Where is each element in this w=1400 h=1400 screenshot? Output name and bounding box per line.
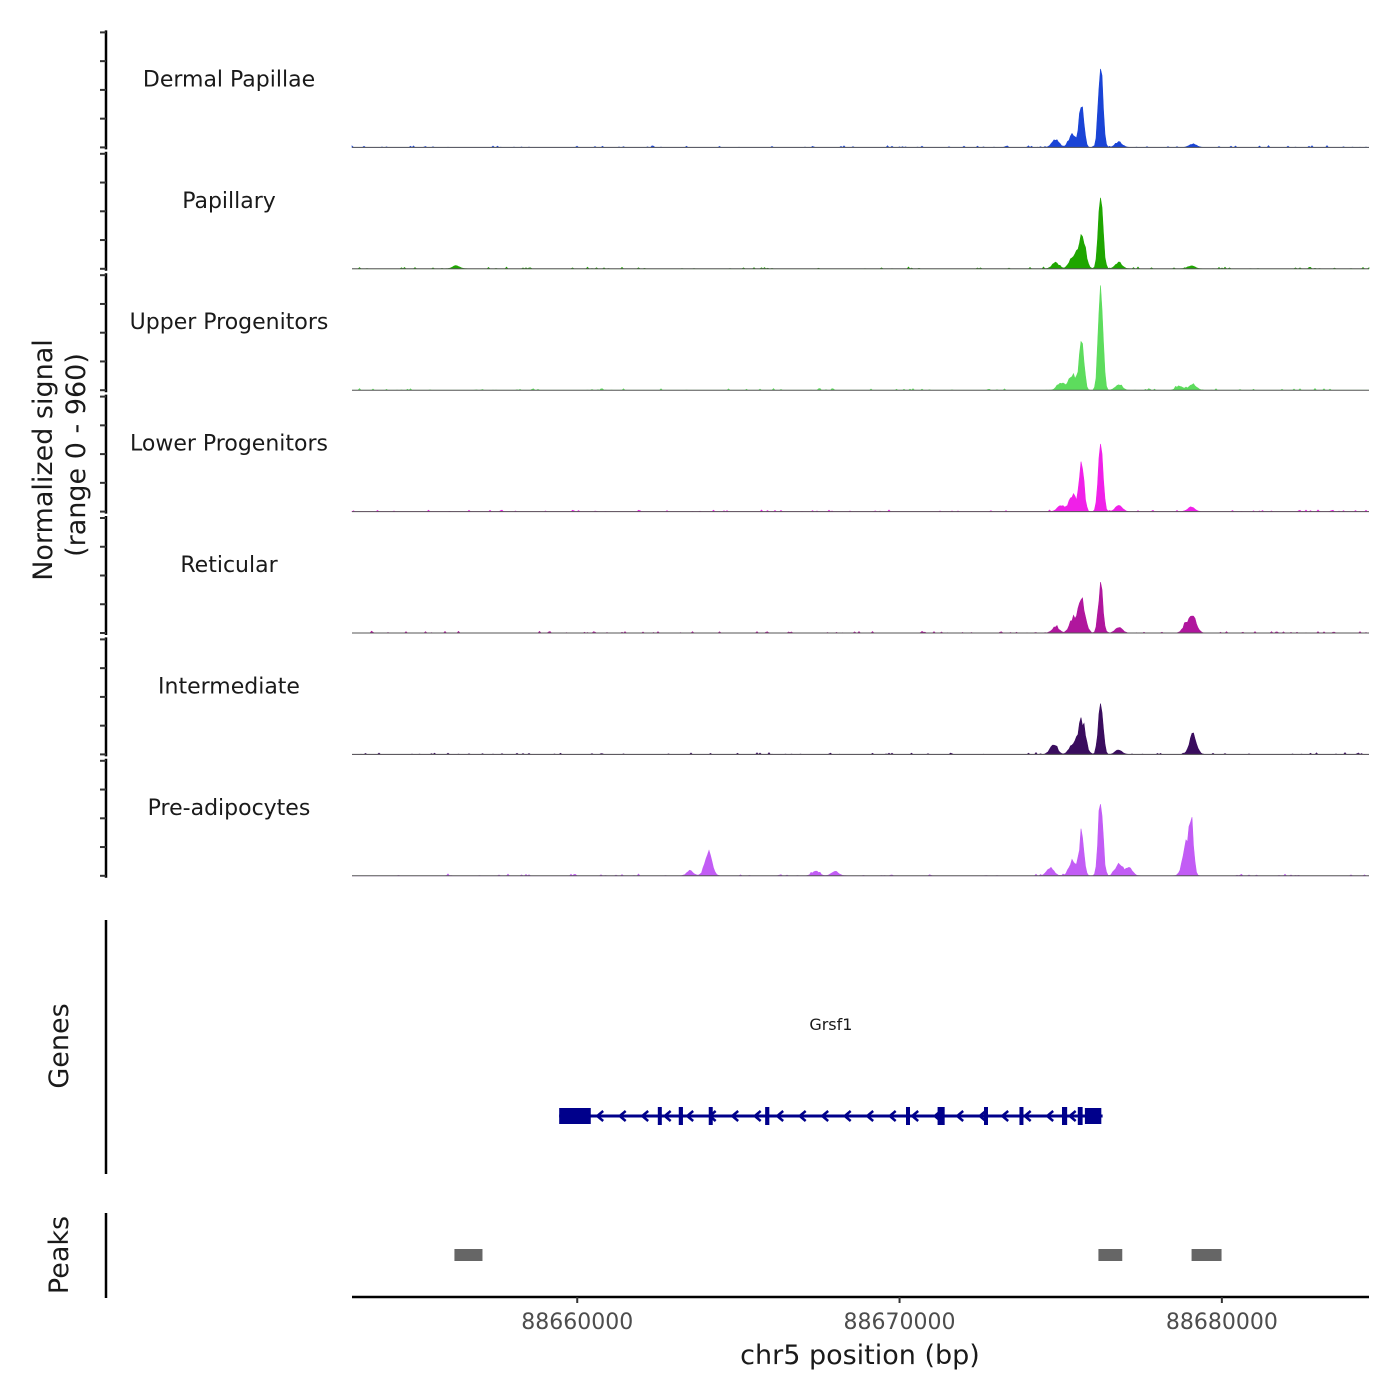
track-label: Papillary bbox=[182, 189, 276, 214]
signal-area bbox=[352, 804, 1369, 877]
gene-label: Grsf1 bbox=[809, 1015, 852, 1034]
signal-area bbox=[350, 443, 1369, 512]
genes-axis-label: Genes bbox=[44, 1003, 75, 1088]
strand-arrow-icon bbox=[1067, 1110, 1077, 1122]
y-axis-label: Normalized signal bbox=[28, 339, 59, 581]
strand-arrow-icon bbox=[595, 1110, 604, 1122]
strand-arrow-icon bbox=[1045, 1110, 1054, 1122]
strand-arrow-icon bbox=[955, 1110, 964, 1122]
strand-arrow-icon bbox=[775, 1110, 784, 1122]
x-tick-label: 88670000 bbox=[844, 1310, 956, 1335]
signal-area bbox=[352, 703, 1369, 755]
strand-arrow-icon bbox=[1022, 1110, 1032, 1122]
strand-arrow-icon bbox=[887, 1110, 897, 1122]
gene-exon bbox=[1019, 1107, 1024, 1125]
y-axis-range-label: (range 0 - 960) bbox=[61, 353, 92, 557]
gene-exon bbox=[678, 1107, 683, 1125]
track-label: Pre-adipocytes bbox=[148, 796, 311, 821]
gene-exon bbox=[1077, 1107, 1083, 1125]
signal-area bbox=[352, 197, 1370, 270]
gene-exon bbox=[559, 1108, 591, 1124]
gene-exon bbox=[983, 1107, 988, 1125]
gene-exon bbox=[937, 1107, 945, 1125]
signal-area bbox=[352, 582, 1369, 634]
strand-arrow-icon bbox=[640, 1110, 649, 1122]
track-label: Lower Progenitors bbox=[130, 432, 328, 457]
strand-arrow-icon bbox=[865, 1110, 874, 1122]
gene-exon bbox=[905, 1107, 910, 1125]
peak-region bbox=[454, 1249, 483, 1261]
strand-arrow-icon bbox=[617, 1110, 627, 1122]
strand-arrow-icon bbox=[910, 1110, 919, 1122]
gene-exon bbox=[657, 1107, 662, 1125]
gene-exon bbox=[1084, 1108, 1102, 1124]
peaks-axis-label: Peaks bbox=[44, 1216, 75, 1294]
strand-arrow-icon bbox=[842, 1110, 852, 1122]
track-label: Reticular bbox=[180, 553, 278, 578]
peak-region bbox=[1098, 1249, 1123, 1261]
strand-arrow-icon bbox=[977, 1110, 987, 1122]
gene-exon bbox=[708, 1107, 713, 1125]
strand-arrow-icon bbox=[685, 1110, 694, 1122]
signal-area bbox=[352, 285, 1369, 391]
strand-arrow-icon bbox=[752, 1110, 762, 1122]
strand-arrow-icon bbox=[662, 1110, 672, 1122]
track-label: Upper Progenitors bbox=[130, 310, 329, 335]
x-axis-label: chr5 position (bp) bbox=[740, 1340, 980, 1371]
peak-region bbox=[1191, 1249, 1222, 1261]
track-label: Dermal Papillae bbox=[143, 67, 315, 92]
gene-exon bbox=[1061, 1107, 1068, 1125]
strand-arrow-icon bbox=[730, 1110, 739, 1122]
x-tick-label: 88680000 bbox=[1166, 1310, 1278, 1335]
gene-exon bbox=[765, 1107, 770, 1125]
strand-arrow-icon bbox=[820, 1110, 829, 1122]
track-label: Intermediate bbox=[158, 674, 300, 699]
strand-arrow-icon bbox=[797, 1110, 807, 1122]
signal-area bbox=[351, 68, 1369, 148]
strand-arrow-icon bbox=[1000, 1110, 1009, 1122]
x-tick-label: 88660000 bbox=[521, 1310, 633, 1335]
